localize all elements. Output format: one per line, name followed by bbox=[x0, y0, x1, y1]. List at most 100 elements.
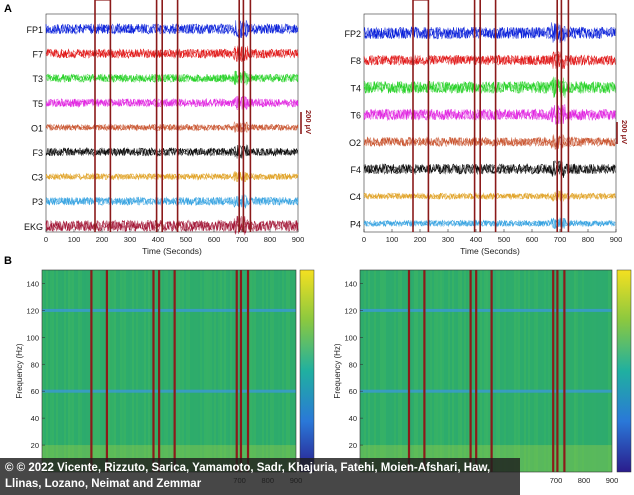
x-tick-label: 500 bbox=[180, 235, 193, 244]
spectrogram-texture bbox=[486, 270, 488, 472]
spectrogram-texture bbox=[258, 270, 260, 472]
spectrogram-texture bbox=[502, 270, 504, 472]
spectrogram-texture bbox=[212, 270, 214, 472]
spectrogram-texture bbox=[232, 270, 234, 472]
spectrogram-texture bbox=[216, 270, 218, 472]
spectrogram-texture bbox=[110, 270, 112, 472]
spectrogram-texture bbox=[402, 270, 404, 472]
spectrogram-texture bbox=[388, 270, 390, 472]
spectrogram-texture bbox=[454, 270, 456, 472]
spectrogram-texture bbox=[436, 270, 438, 472]
y-tick-label: 20 bbox=[349, 441, 357, 450]
y-tick-label: 60 bbox=[31, 387, 39, 396]
spectrogram-texture bbox=[432, 270, 434, 472]
spectrogram-texture bbox=[464, 270, 466, 472]
spectrogram-texture bbox=[500, 270, 502, 472]
spectrogram-right: 20 40 60 80 100 120 140 700 800 900 Frequency (Hz) bbox=[333, 269, 632, 485]
spectrogram-texture bbox=[276, 270, 278, 472]
spectrogram-texture bbox=[372, 270, 374, 472]
spectrogram-texture bbox=[292, 270, 294, 472]
spectrogram-texture bbox=[234, 270, 236, 472]
spectrogram-texture bbox=[204, 270, 206, 472]
spectrogram-texture bbox=[532, 270, 534, 472]
spectrogram-texture bbox=[192, 270, 194, 472]
spectrogram-texture bbox=[238, 270, 240, 472]
spectrogram-texture bbox=[540, 270, 542, 472]
spectrogram-texture bbox=[286, 270, 288, 472]
spectrogram-texture bbox=[72, 270, 74, 472]
spectrogram-texture bbox=[202, 270, 204, 472]
x-tick-label: 400 bbox=[152, 235, 165, 244]
spectrogram-texture bbox=[268, 270, 270, 472]
spectrogram-texture bbox=[456, 270, 458, 472]
spectrogram-texture bbox=[262, 270, 264, 472]
spectrogram-texture bbox=[548, 270, 550, 472]
panel-label-a: A bbox=[4, 3, 12, 15]
spectrogram-texture bbox=[504, 270, 506, 472]
eeg-trace bbox=[363, 134, 616, 150]
spectrogram-texture bbox=[494, 270, 496, 472]
spectrogram-texture bbox=[608, 270, 610, 472]
spectrogram-texture bbox=[124, 270, 126, 472]
spectrogram-texture bbox=[244, 270, 246, 472]
spectrogram-texture bbox=[94, 270, 96, 472]
spectrogram-texture bbox=[438, 270, 440, 472]
eeg-trace bbox=[363, 134, 616, 151]
line-noise-band bbox=[360, 389, 612, 393]
spectrogram-texture bbox=[410, 270, 412, 472]
x-tick-label: 800 bbox=[582, 235, 595, 244]
spectrogram-texture bbox=[522, 270, 524, 472]
spectrogram-texture bbox=[190, 270, 192, 472]
spectrogram-texture bbox=[70, 270, 72, 472]
spectrogram-texture bbox=[100, 270, 102, 472]
spectrogram-texture bbox=[182, 270, 184, 472]
eeg-trace bbox=[363, 218, 616, 229]
spectrogram-texture bbox=[160, 270, 162, 472]
y-tick-label: 20 bbox=[31, 441, 39, 450]
x-tick-label: 700 bbox=[236, 235, 249, 244]
spectrogram-texture bbox=[602, 270, 604, 472]
y-tick-label: 140 bbox=[344, 279, 357, 288]
spectrogram-texture bbox=[254, 270, 256, 472]
eeg-trace bbox=[45, 45, 299, 62]
spectrogram-texture bbox=[62, 270, 64, 472]
spectrogram-texture bbox=[510, 270, 512, 472]
spectrogram-texture bbox=[528, 270, 530, 472]
eeg-trace bbox=[45, 215, 299, 235]
spectrogram-texture bbox=[458, 270, 460, 472]
eeg-trace bbox=[363, 106, 616, 124]
x-tick-label: 200 bbox=[414, 235, 427, 244]
spectrogram-texture bbox=[274, 270, 276, 472]
eeg-trace bbox=[45, 171, 299, 183]
x-tick-label: 400 bbox=[470, 235, 483, 244]
spectrogram-texture bbox=[364, 270, 366, 472]
y-tick-label: 120 bbox=[344, 306, 357, 315]
eeg-trace bbox=[45, 122, 299, 134]
eeg-trace bbox=[363, 52, 616, 69]
spectrogram-texture bbox=[542, 270, 544, 472]
spectrogram-texture bbox=[578, 270, 580, 472]
x-tick-label: 900 bbox=[292, 235, 305, 244]
spectrogram-texture bbox=[140, 270, 142, 472]
spectrogram-texture bbox=[524, 270, 526, 472]
spectrogram-texture bbox=[46, 270, 48, 472]
eeg-trace bbox=[363, 160, 616, 178]
spectrogram-texture bbox=[108, 270, 110, 472]
spectrogram-texture bbox=[422, 270, 424, 472]
spectrogram-texture bbox=[526, 270, 528, 472]
spectrogram-texture bbox=[498, 270, 500, 472]
spectrogram-texture bbox=[74, 270, 76, 472]
scale-bar-label: 200 μV bbox=[304, 110, 313, 134]
spectrogram-texture bbox=[440, 270, 442, 472]
spectrogram-texture bbox=[42, 270, 44, 472]
eeg-trace bbox=[364, 51, 616, 70]
spectrogram-texture bbox=[558, 270, 560, 472]
spectrogram-texture bbox=[166, 270, 168, 472]
spectrogram-texture bbox=[200, 270, 202, 472]
spectrogram-texture bbox=[116, 270, 118, 472]
spectrogram-texture bbox=[468, 270, 470, 472]
spectrogram-texture bbox=[496, 270, 498, 472]
spectrogram-texture bbox=[520, 270, 522, 472]
channel-label: P4 bbox=[350, 219, 361, 229]
spectrogram-texture bbox=[516, 270, 518, 472]
